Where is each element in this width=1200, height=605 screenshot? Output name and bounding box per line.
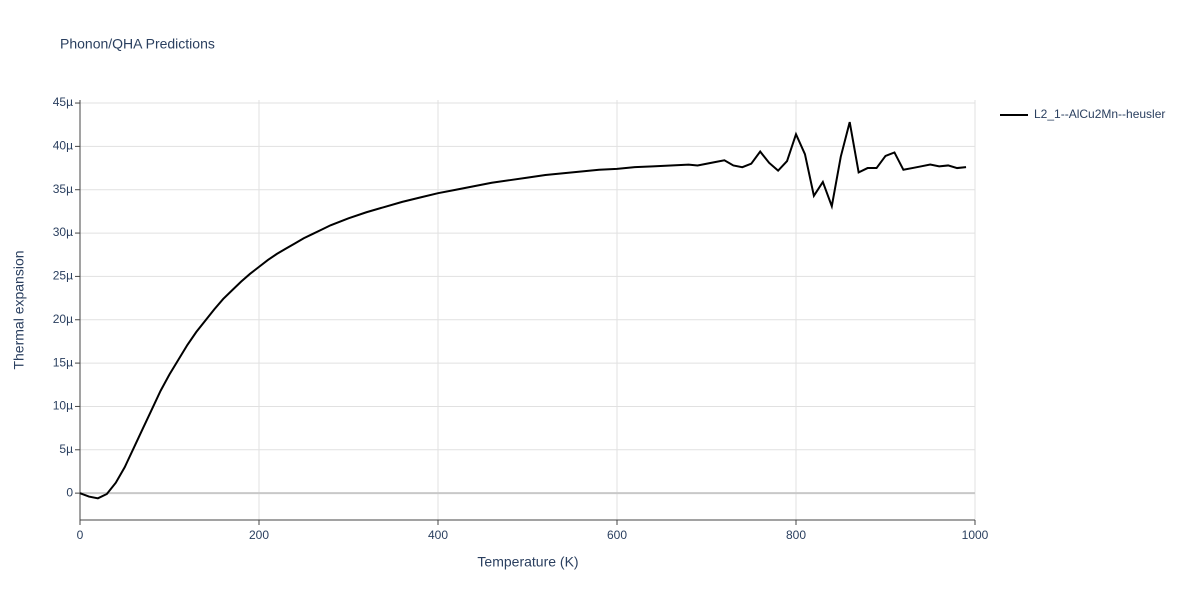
x-tick-label: 1000 [962,528,989,542]
y-tick-label: 35µ [53,182,73,196]
x-tick-label: 0 [77,528,84,542]
x-axis-title: Temperature (K) [477,554,578,570]
x-tick-label: 600 [607,528,627,542]
legend-label: L2_1--AlCu2Mn--heusler [1034,107,1165,121]
y-tick-label: 40µ [53,139,73,153]
y-tick-label: 0 [66,485,73,499]
x-tick-label: 800 [786,528,806,542]
y-tick-label: 15µ [53,355,73,369]
y-tick-label: 45µ [53,95,73,109]
y-tick-label: 25µ [53,269,73,283]
data-line [79,121,967,500]
x-tick-label: 400 [428,528,448,542]
y-tick-label: 30µ [53,225,73,239]
y-axis-title: Thermal expansion [11,250,27,369]
chart-title: Phonon/QHA Predictions [60,36,215,52]
y-tick-label: 5µ [59,442,73,456]
x-tick-label: 200 [249,528,269,542]
y-tick-label: 10µ [53,399,73,413]
y-tick-label: 20µ [53,312,73,326]
